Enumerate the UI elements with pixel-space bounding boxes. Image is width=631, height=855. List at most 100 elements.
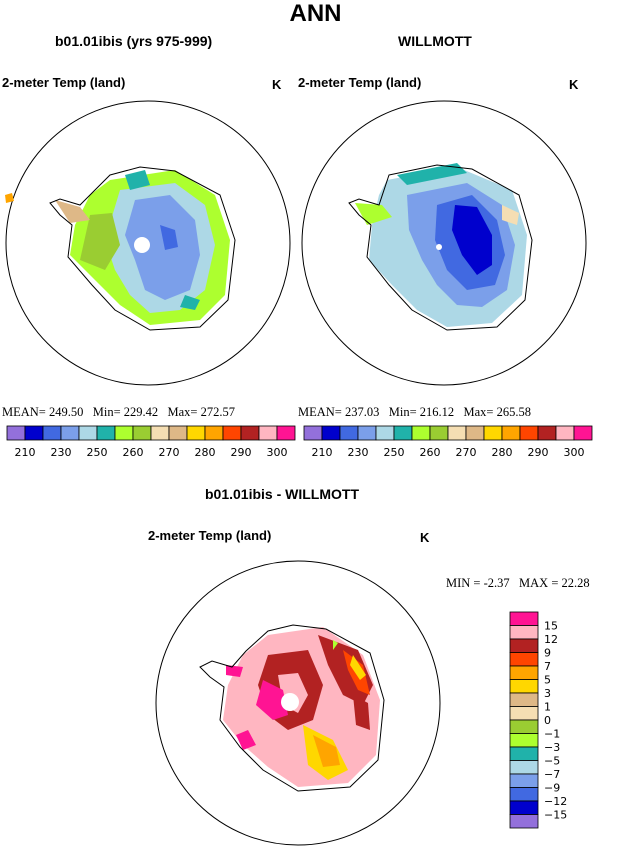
right-max-value: 265.58: [496, 405, 531, 419]
right-colorbar-swatch: [321, 425, 341, 441]
right-colorbar-swatch: [429, 425, 449, 441]
right-colorbar-swatch: [501, 425, 521, 441]
left-max-value: 272.57: [200, 405, 235, 419]
right-colorbar-swatch: [447, 425, 467, 441]
left-colorbar-tick-label: 290: [231, 446, 252, 459]
diff-max-label: MAX =: [519, 576, 559, 590]
diff-colorbar-tick-label: 12: [544, 633, 558, 646]
left-mean-label: MEAN=: [2, 405, 46, 419]
left-colorbar-tick-label: 230: [51, 446, 72, 459]
diff-colorbar-tick-label: −15: [544, 809, 567, 822]
diff-colorbar-swatch: [509, 665, 539, 680]
right-min-label: Min=: [388, 405, 417, 419]
diff-max-value: 22.28: [561, 576, 590, 590]
diff-colorbar-tick-label: −1: [544, 728, 560, 741]
right-colorbar-tick-label: 300: [564, 446, 585, 459]
right-map-field: [355, 163, 527, 327]
left-map-field: [55, 170, 230, 325]
left-colorbar: 210 230 250 260 270 280 290 300: [6, 425, 296, 459]
diff-colorbar-swatch: [509, 800, 539, 815]
left-colorbar-swatch: [168, 425, 188, 441]
diff-colorbar-swatch: [509, 611, 539, 626]
right-stats: MEAN= 237.03 Min= 216.12 Max= 265.58: [298, 405, 531, 420]
diff-colorbar-tick-label: 9: [544, 647, 551, 660]
right-unit: K: [569, 77, 579, 92]
right-colorbar-swatch: [465, 425, 485, 441]
diff-map: [155, 560, 441, 846]
diff-colorbar-tick-label: 15: [544, 620, 558, 633]
diff-colorbar-tick-label: 0: [544, 714, 551, 727]
diff-colorbar-swatch: [509, 692, 539, 707]
diff-colorbar-swatch: [509, 652, 539, 667]
diff-colorbar-tick-label: −5: [544, 755, 560, 768]
diff-stats: MIN = -2.37 MAX = 22.28: [446, 576, 590, 591]
diff-colorbar-tick-label: −12: [544, 795, 567, 808]
left-map: [5, 100, 291, 386]
diff-colorbar-swatch: [509, 719, 539, 734]
right-colorbar-tick-label: 290: [528, 446, 549, 459]
right-colorbar-swatch: [519, 425, 539, 441]
diff-colorbar-swatch: [509, 638, 539, 653]
diff-min-label: MIN =: [446, 576, 481, 590]
diff-colorbar-swatch: [509, 814, 539, 829]
left-colorbar-swatch: [240, 425, 260, 441]
diff-colorbar-swatch: [509, 787, 539, 802]
right-max-label: Max=: [463, 405, 494, 419]
left-colorbar-swatch: [132, 425, 152, 441]
left-unit: K: [272, 77, 282, 92]
diff-colorbar-tick-label: 5: [544, 674, 551, 687]
left-stats: MEAN= 249.50 Min= 229.42 Max= 272.57: [2, 405, 235, 420]
right-min-value: 216.12: [419, 405, 455, 419]
diff-panel-title: b01.01ibis - WILLMOTT: [205, 486, 360, 502]
diff-colorbar-tick-label: −9: [544, 782, 560, 795]
right-colorbar-tick-label: 230: [348, 446, 369, 459]
left-colorbar-swatch: [24, 425, 44, 441]
diff-colorbar-tick-label: 3: [544, 687, 551, 700]
left-max-label: Max=: [167, 405, 198, 419]
main-title: ANN: [289, 0, 342, 27]
left-colorbar-swatch: [96, 425, 116, 441]
diff-colorbar-swatch: [509, 706, 539, 721]
right-colorbar-swatch: [339, 425, 359, 441]
left-colorbar-tick-label: 210: [15, 446, 36, 459]
right-colorbar: 210 230 250 260 270 280 290 300: [303, 425, 593, 459]
right-map: [301, 100, 587, 386]
right-colorbar-tick-label: 270: [456, 446, 477, 459]
right-colorbar-tick-label: 260: [420, 446, 441, 459]
right-colorbar-swatch: [411, 425, 431, 441]
right-colorbar-swatch: [537, 425, 557, 441]
diff-colorbar-swatch: [509, 679, 539, 694]
left-colorbar-swatch: [258, 425, 278, 441]
diff-colorbar-tick-label: 1: [544, 701, 551, 714]
left-colorbar-swatch: [78, 425, 98, 441]
diff-field-label: 2-meter Temp (land): [148, 528, 272, 543]
right-colorbar-swatch: [573, 425, 593, 441]
left-mean-value: 249.50: [48, 405, 84, 419]
right-colorbar-swatch: [393, 425, 413, 441]
right-mean-label: MEAN=: [298, 405, 342, 419]
left-min-label: Min=: [92, 405, 121, 419]
left-field-label: 2-meter Temp (land): [2, 75, 126, 90]
left-colorbar-tick-label: 260: [123, 446, 144, 459]
left-colorbar-tick-label: 250: [87, 446, 108, 459]
diff-colorbar-tick-label: −3: [544, 741, 560, 754]
left-colorbar-swatch: [222, 425, 242, 441]
left-colorbar-tick-label: 270: [159, 446, 180, 459]
diff-colorbar-tick-label: 7: [544, 660, 551, 673]
left-colorbar-swatch: [186, 425, 206, 441]
diff-unit: K: [420, 530, 430, 545]
left-colorbar-tick-label: 280: [195, 446, 216, 459]
diff-colorbar-swatch: [509, 625, 539, 640]
right-colorbar-tick-label: 280: [492, 446, 513, 459]
left-colorbar-swatch: [150, 425, 170, 441]
right-colorbar-tick-label: 250: [384, 446, 405, 459]
diff-colorbar-tick-label: −7: [544, 768, 560, 781]
right-panel-title: WILLMOTT: [398, 33, 472, 49]
right-colorbar-swatch: [483, 425, 503, 441]
right-colorbar-swatch: [555, 425, 575, 441]
right-field-label: 2-meter Temp (land): [298, 75, 422, 90]
left-min-value: 229.42: [123, 405, 159, 419]
diff-colorbar-swatch: [509, 746, 539, 761]
diff-colorbar-swatch: [509, 760, 539, 775]
